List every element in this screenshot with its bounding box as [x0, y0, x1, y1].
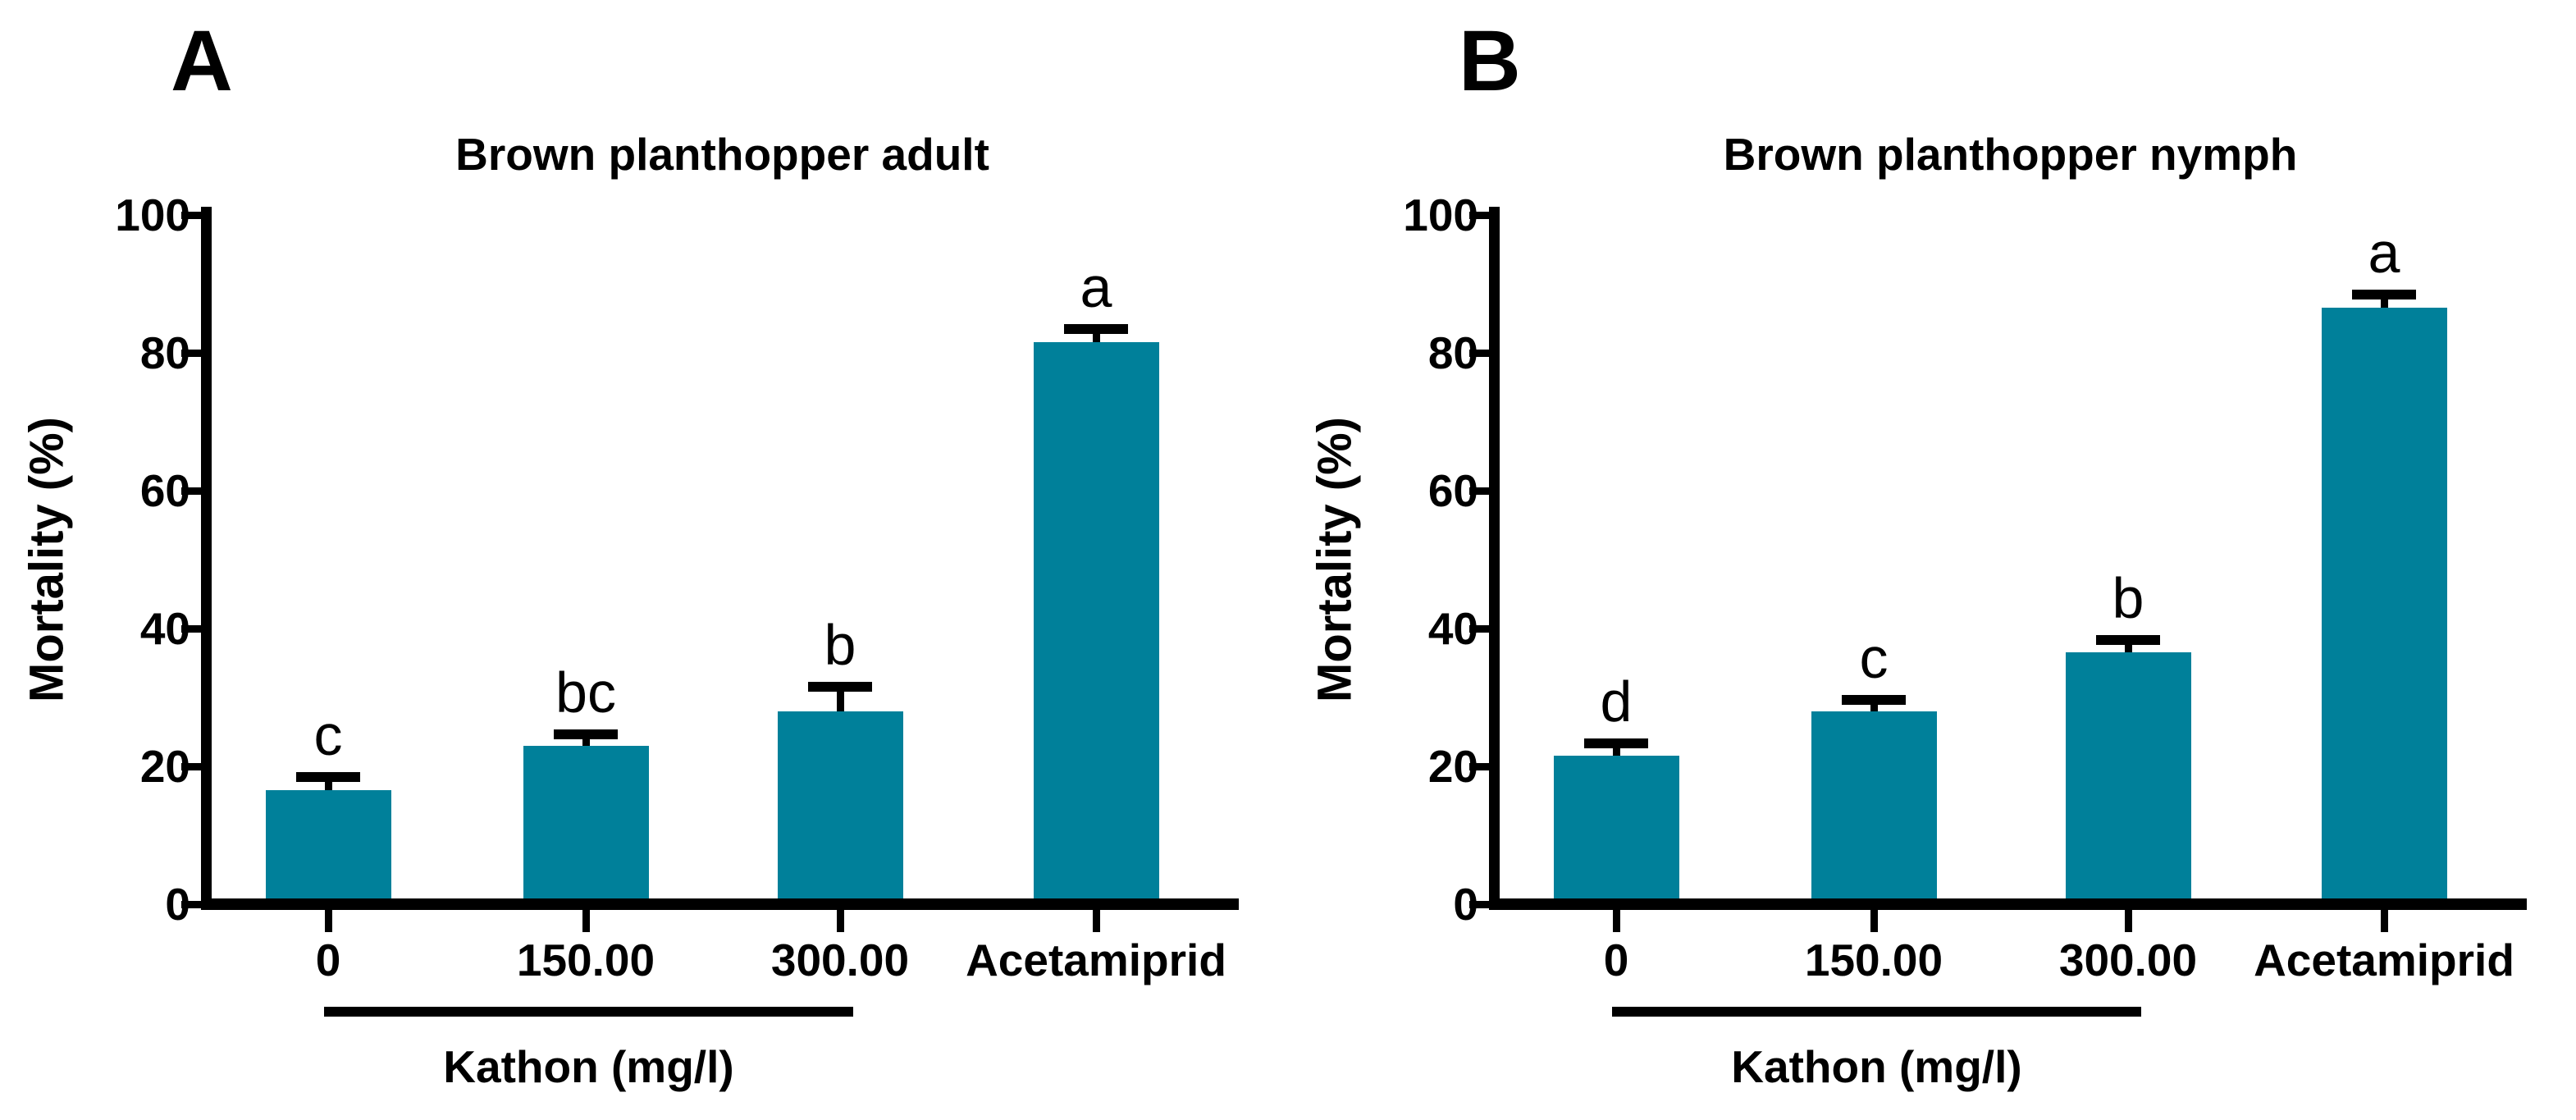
y-tick — [1469, 350, 1490, 357]
kathon-group-underline — [324, 1007, 853, 1017]
error-bar-cap — [1584, 738, 1648, 749]
x-tick — [1093, 904, 1100, 932]
y-tick — [181, 625, 202, 633]
y-tick-label: 60 — [139, 465, 190, 516]
bar — [1553, 756, 1679, 904]
y-tick-label: 0 — [165, 879, 190, 930]
x-tick-label: 300.00 — [2058, 935, 2198, 985]
x-tick-label: 300.00 — [770, 935, 910, 985]
error-bar-line — [1870, 700, 1878, 711]
y-tick — [1469, 487, 1490, 495]
panel-b-letter: B — [1459, 13, 1521, 109]
y-tick-label: 100 — [1403, 190, 1478, 240]
x-tick-label: 150.00 — [1804, 935, 1943, 985]
y-tick — [1469, 625, 1490, 633]
y-tick-label: 60 — [1427, 465, 1478, 516]
error-bar-line — [1092, 328, 1100, 343]
y-tick-label: 80 — [1427, 327, 1478, 378]
x-tick-label: Acetamiprid — [966, 935, 1226, 985]
y-tick — [181, 901, 202, 908]
y-axis-line — [1489, 207, 1500, 910]
bar — [523, 745, 649, 904]
panel-a-letter: A — [171, 13, 233, 109]
x-tick-label: 0 — [315, 935, 341, 985]
bar — [1033, 342, 1159, 904]
y-axis-label-text: Mortality (%) — [1308, 417, 1362, 702]
x-tick — [1870, 904, 1878, 932]
y-tick — [181, 763, 202, 770]
y-tick-label: 100 — [115, 190, 190, 240]
kathon-group-underline — [1612, 1007, 2141, 1017]
bar — [777, 711, 903, 904]
significance-letter: b — [2112, 566, 2144, 631]
error-bar-cap — [296, 771, 360, 782]
significance-letter: bc — [555, 660, 616, 725]
y-axis-label-text: Mortality (%) — [20, 417, 74, 702]
y-axis-line — [201, 207, 212, 910]
y-tick-label: 40 — [139, 603, 190, 654]
error-bar-cap — [554, 729, 618, 739]
bar — [2321, 308, 2447, 904]
x-axis-line — [201, 898, 1239, 910]
panel-b-title: Brown planthopper nymph — [1723, 129, 2298, 180]
kathon-group-label: Kathon (mg/l) — [443, 1041, 734, 1092]
x-tick — [837, 904, 844, 932]
error-bar-cap — [808, 682, 872, 693]
panel-a: A Brown planthopper adult Mortality (%) … — [20, 13, 1239, 1092]
significance-letter: d — [1600, 670, 1633, 734]
y-tick — [1469, 212, 1490, 219]
bar — [2065, 652, 2191, 904]
significance-letter: a — [2368, 221, 2400, 286]
bar — [265, 790, 391, 904]
x-tick — [1613, 904, 1620, 932]
significance-letter: a — [1080, 254, 1112, 319]
error-bar-line — [836, 687, 844, 711]
x-tick-label: 150.00 — [516, 935, 655, 985]
y-tick — [1469, 763, 1490, 770]
panel-b: B Brown planthopper nymph Mortality (%) … — [1288, 0, 2576, 1120]
y-tick — [181, 212, 202, 219]
error-bar-cap — [1842, 695, 1906, 706]
error-bar-cap — [2096, 635, 2160, 646]
bar — [1811, 711, 1937, 904]
error-bar-line — [1612, 743, 1620, 757]
x-tick — [582, 904, 590, 932]
error-bar-line — [324, 776, 332, 791]
y-tick-label: 40 — [1427, 603, 1478, 654]
x-axis-line — [1489, 898, 2527, 910]
x-tick — [2125, 904, 2132, 932]
y-tick — [1469, 901, 1490, 908]
y-tick — [181, 350, 202, 357]
error-bar-line — [2124, 640, 2132, 653]
significance-letter: c — [313, 702, 343, 767]
x-tick-label: Acetamiprid — [2254, 935, 2514, 985]
error-bar-cap — [1064, 323, 1128, 334]
error-bar-line — [582, 734, 590, 746]
y-tick-label: 80 — [139, 327, 190, 378]
y-tick-label: 0 — [1453, 879, 1478, 930]
significance-letter: c — [1859, 626, 1889, 691]
error-bar-line — [2380, 295, 2388, 309]
significance-letter: b — [824, 613, 856, 678]
panel-a-title: Brown planthopper adult — [455, 129, 989, 180]
x-tick — [2381, 904, 2388, 932]
x-tick — [325, 904, 332, 932]
y-tick-label: 20 — [1427, 741, 1478, 792]
y-tick — [181, 487, 202, 495]
kathon-group-label: Kathon (mg/l) — [1731, 1041, 2022, 1092]
y-tick-label: 20 — [139, 741, 190, 792]
x-tick-label: 0 — [1603, 935, 1629, 985]
error-bar-cap — [2352, 290, 2416, 300]
